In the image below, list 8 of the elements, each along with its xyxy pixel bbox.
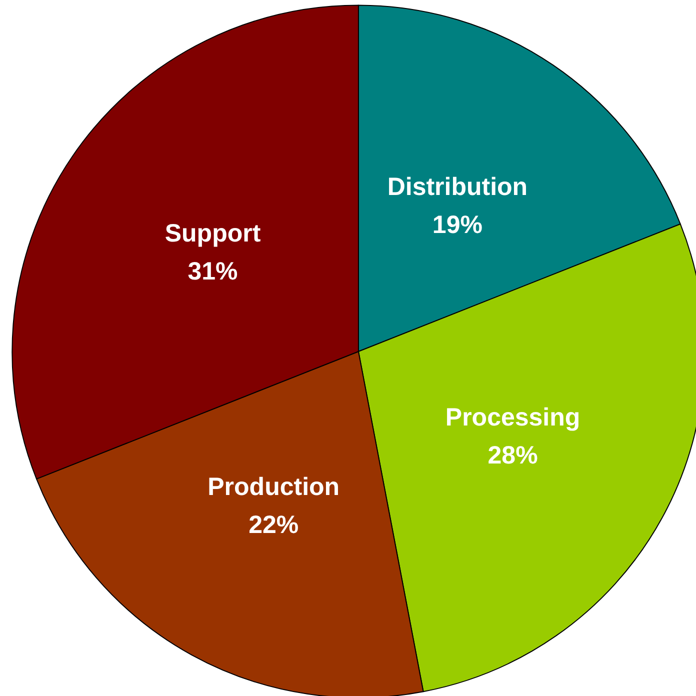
slice-label: Distribution: [387, 172, 528, 201]
slice-label: Production: [208, 472, 340, 501]
slice-label: Processing: [445, 403, 580, 432]
data-label: 19%: [432, 210, 482, 239]
data-label: 28%: [488, 441, 538, 470]
slice-label: Support: [164, 219, 262, 248]
data-label: 22%: [248, 510, 299, 539]
data-label: 31%: [188, 257, 238, 286]
